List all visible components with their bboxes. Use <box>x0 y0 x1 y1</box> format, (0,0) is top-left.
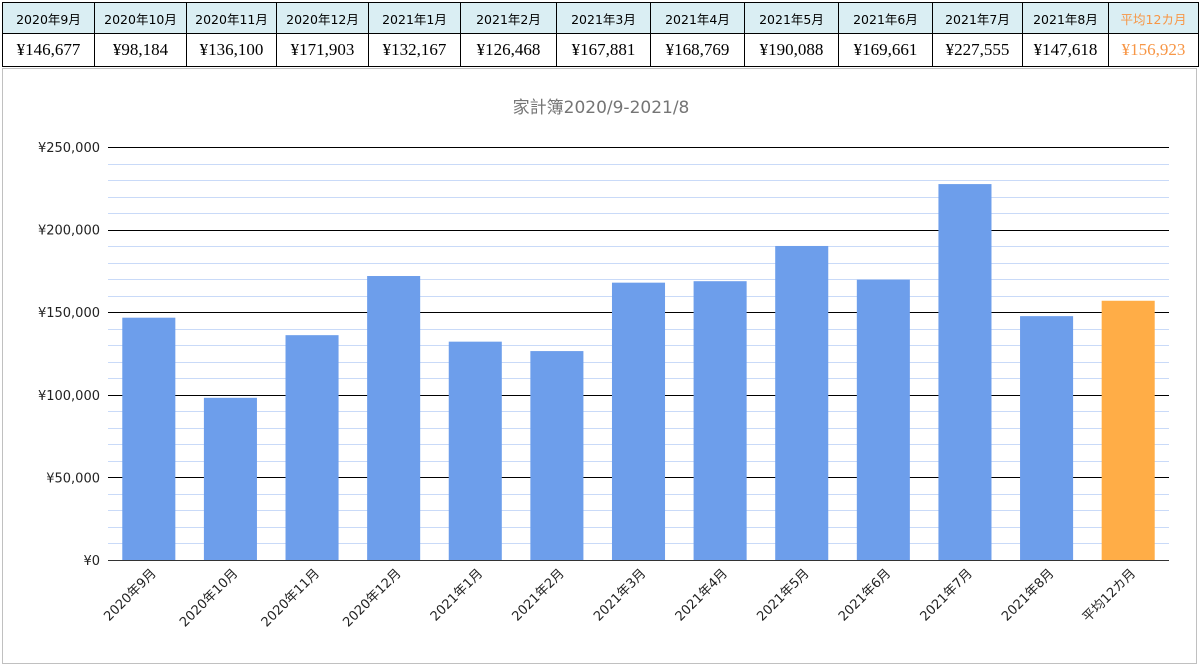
table-cell: ¥147,618 <box>1022 33 1109 67</box>
chart-container: 家計簿2020/9-2021/8 ¥0 ¥50,000 ¥100,000 ¥150,0… <box>2 68 1197 664</box>
table-cell: ¥227,555 <box>932 33 1023 67</box>
chart-bar <box>203 397 257 560</box>
table-cell: ¥168,769 <box>650 33 745 67</box>
table-header-cell: 2020年12月 <box>276 2 369 34</box>
x-axis-tick-label: 2021年2月 <box>509 566 567 624</box>
x-axis-tick-label: 2020年10月 <box>177 566 241 630</box>
x-axis-tick-label: 2020年9月 <box>101 566 159 624</box>
x-axis-tick-label: 2021年1月 <box>428 566 486 624</box>
table-header-cell: 2021年8月 <box>1022 2 1109 34</box>
table-header-cell-average: 平均12カ月 <box>1108 2 1199 34</box>
y-axis-tick-label: ¥200,000 <box>38 224 100 239</box>
table-header-cell: 2021年1月 <box>368 2 461 34</box>
x-axis-tick-labels: 2020年9月 2020年10月 2020年11月 2020年12月 2021年1月 20… <box>101 566 1139 630</box>
chart-bar <box>530 351 584 560</box>
chart-bar <box>775 245 829 561</box>
table-header-cell: 2021年3月 <box>556 2 651 34</box>
y-axis-tick-labels: ¥0 ¥50,000 ¥100,000 ¥150,000 ¥200,000 ¥250,00… <box>38 141 100 569</box>
table-header-cell: 2020年10月 <box>94 2 187 34</box>
table-cell: ¥190,088 <box>744 33 839 67</box>
monthly-summary-table: 2020年9月 2020年10月 2020年11月 2020年12月 2021年… <box>2 2 1199 67</box>
x-axis-tick-label: 2021年7月 <box>918 566 976 624</box>
chart-bar <box>1020 316 1074 560</box>
table-cell: ¥136,100 <box>186 33 277 67</box>
x-axis-tick-label: 2020年12月 <box>340 566 404 630</box>
y-axis-tick-label: ¥0 <box>83 554 100 569</box>
table-cell: ¥167,881 <box>556 33 651 67</box>
chart-bars <box>122 184 1155 561</box>
chart-bar <box>856 279 910 560</box>
x-axis-tick-label: 2021年8月 <box>999 566 1057 624</box>
table-cell-average: ¥156,923 <box>1108 33 1199 67</box>
x-axis-tick-label: 2021年4月 <box>673 566 731 624</box>
table-header-cell: 2020年9月 <box>2 2 95 34</box>
average-bar <box>1101 300 1155 560</box>
table-cell: ¥98,184 <box>94 33 187 67</box>
chart-bar <box>122 317 176 560</box>
chart-bar <box>693 281 747 560</box>
x-axis-tick-label: 2020年11月 <box>259 566 323 630</box>
chart-title: 家計簿2020/9-2021/8 <box>513 98 690 118</box>
chart-bar <box>938 184 992 560</box>
chart-bar <box>285 335 339 560</box>
table-cell: ¥146,677 <box>2 33 95 67</box>
table-header-cell: 2021年4月 <box>650 2 745 34</box>
y-axis-tick-label: ¥100,000 <box>38 389 100 404</box>
chart-bar <box>448 341 502 560</box>
y-axis-tick-label: ¥50,000 <box>46 471 100 486</box>
table-header-cell: 2021年7月 <box>932 2 1023 34</box>
table-header-cell: 2020年11月 <box>186 2 277 34</box>
x-axis-tick-label: 2021年6月 <box>836 566 894 624</box>
x-axis-tick-label: 平均12カ月 <box>1080 566 1139 625</box>
y-axis-tick-label: ¥250,000 <box>38 141 100 156</box>
x-axis-tick-label: 2021年5月 <box>754 566 812 624</box>
chart-bar <box>367 276 421 560</box>
table-cell: ¥169,661 <box>838 33 933 67</box>
table-row: ¥146,677 ¥98,184 ¥136,100 ¥171,903 ¥132,… <box>2 33 1199 67</box>
table-cell: ¥126,468 <box>460 33 557 67</box>
table-header-row: 2020年9月 2020年10月 2020年11月 2020年12月 2021年… <box>2 2 1199 34</box>
table-header-cell: 2021年5月 <box>744 2 839 34</box>
x-axis-tick-label: 2021年3月 <box>591 566 649 624</box>
chart-bar <box>611 282 666 560</box>
table-header-cell: 2021年2月 <box>460 2 557 34</box>
y-axis-tick-label: ¥150,000 <box>38 306 100 321</box>
table-cell: ¥171,903 <box>276 33 369 67</box>
table-header-cell: 2021年6月 <box>838 2 933 34</box>
bar-chart: 家計簿2020/9-2021/8 ¥0 ¥50,000 ¥100,000 ¥150,0… <box>38 98 1169 630</box>
table-cell: ¥132,167 <box>368 33 461 67</box>
